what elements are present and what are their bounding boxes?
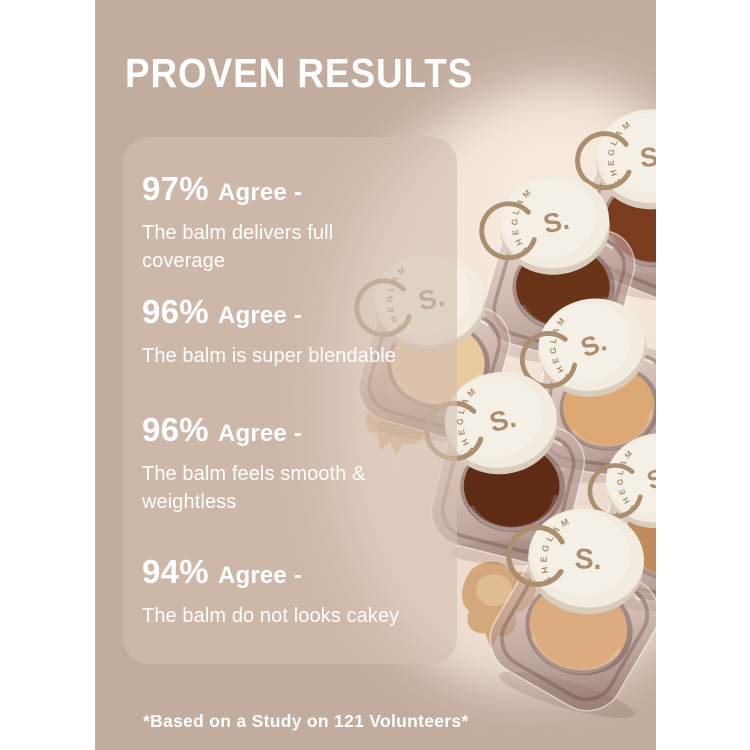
stat-value: 96% bbox=[142, 293, 209, 330]
stat-agree-label: Agree - bbox=[217, 562, 303, 589]
stat-description: The balm delivers full coverage bbox=[142, 222, 334, 273]
stat-value: 97% bbox=[142, 170, 209, 207]
stat-heading: 96% Agree - bbox=[142, 411, 442, 449]
stat-agree-label: Agree - bbox=[217, 302, 303, 329]
stat-description: The balm do not looks cakey bbox=[142, 605, 400, 627]
stat-description: The balm feels smooth & weightless bbox=[142, 463, 366, 514]
stat-heading: 97% Agree - bbox=[142, 170, 442, 208]
stat-value: 96% bbox=[142, 411, 209, 448]
stat-item-3: 96% Agree - The balm feels smooth & weig… bbox=[142, 411, 442, 517]
stat-agree-label: Agree - bbox=[217, 179, 303, 206]
page-title: PROVEN RESULTS bbox=[125, 50, 474, 96]
stat-item-2: 96% Agree - The balm is super blendable bbox=[142, 293, 442, 370]
stat-heading: 96% Agree - bbox=[142, 293, 442, 331]
stat-agree-label: Agree - bbox=[217, 420, 303, 447]
ad-canvas: S. SHEGLAM bbox=[95, 0, 656, 750]
stat-heading: 94% Agree - bbox=[142, 553, 442, 591]
stat-item-1: 97% Agree - The balm delivers full cover… bbox=[142, 170, 442, 276]
stat-description: The balm is super blendable bbox=[142, 345, 396, 367]
stats-panel: 97% Agree - The balm delivers full cover… bbox=[123, 137, 457, 664]
study-footnote: *Based on a Study on 121 Volunteers* bbox=[143, 711, 469, 731]
white-margin-left bbox=[0, 0, 95, 750]
stat-item-4: 94% Agree - The balm do not looks cakey bbox=[142, 553, 442, 630]
stat-value: 94% bbox=[142, 553, 209, 590]
white-margin-right bbox=[656, 0, 750, 750]
